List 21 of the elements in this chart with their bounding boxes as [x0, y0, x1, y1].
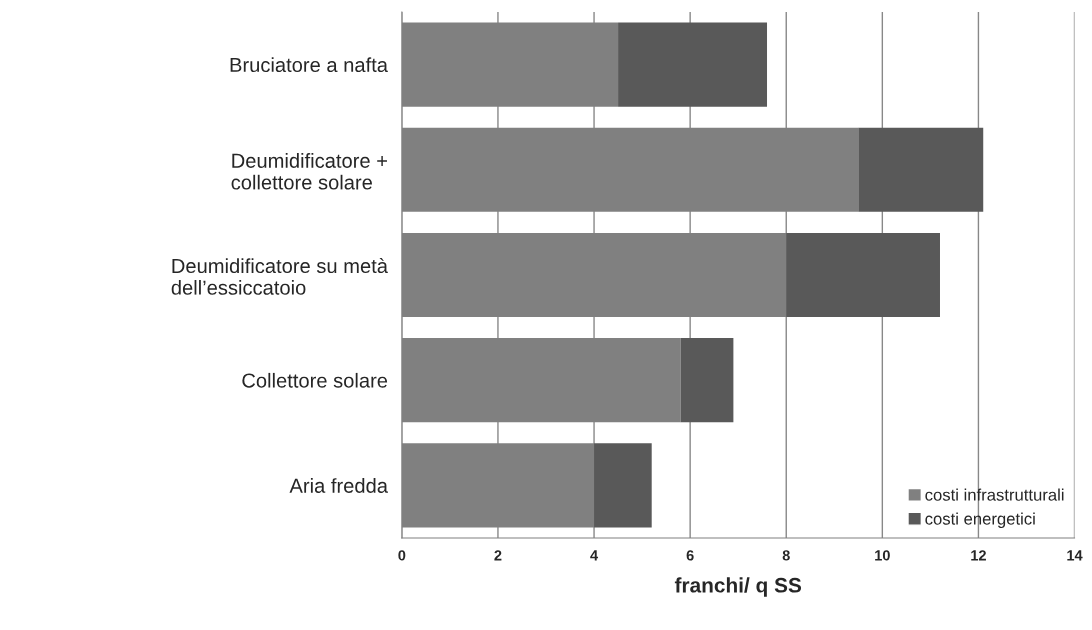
x-tick-label: 8 [782, 550, 790, 561]
y-tick-label: Collettore solare [242, 372, 388, 388]
bar [680, 338, 734, 423]
x-tick-label: 6 [686, 550, 694, 561]
bar [858, 127, 984, 212]
x-axis-title: franchi/ q SS [674, 577, 802, 597]
x-tick-label: 12 [971, 550, 986, 561]
y-tick-label: Deumidificatore su metà dell’essiccatoio [171, 258, 388, 295]
bar [618, 22, 768, 107]
x-tick-label: 10 [875, 550, 890, 561]
x-tick-label: 14 [1067, 550, 1083, 561]
bar [594, 443, 652, 528]
y-tick-label: Aria fredda [289, 478, 388, 493]
x-tick-label: 4 [590, 550, 599, 561]
x-tick-label: 2 [494, 550, 502, 561]
y-tick-label: Bruciatore a nafta [230, 57, 388, 73]
y-tick-label: Deumidificatore + collettore solare [231, 153, 387, 190]
legend-label: costi energetici [925, 512, 1035, 529]
x-tick-label: 0 [398, 550, 406, 561]
bar [786, 232, 940, 318]
legend-label: costi infrastrutturali [925, 488, 1064, 501]
